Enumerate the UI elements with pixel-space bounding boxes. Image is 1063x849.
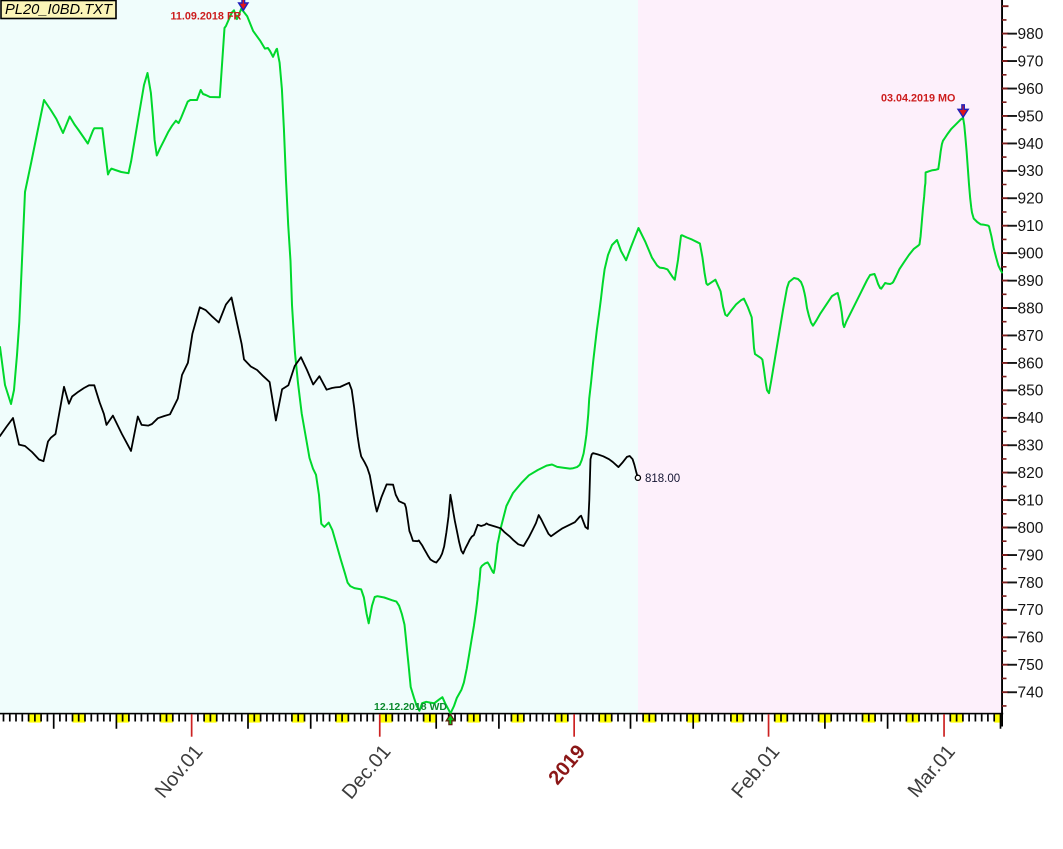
svg-text:810: 810 [1018, 493, 1044, 510]
svg-text:PL20_I0BD.TXT: PL20_I0BD.TXT [5, 2, 113, 18]
svg-text:760: 760 [1018, 630, 1044, 647]
svg-text:750: 750 [1018, 657, 1044, 674]
svg-text:930: 930 [1018, 163, 1044, 180]
svg-text:910: 910 [1018, 218, 1044, 235]
svg-text:960: 960 [1018, 81, 1044, 98]
svg-text:818.00: 818.00 [645, 473, 680, 485]
svg-text:900: 900 [1018, 246, 1044, 263]
svg-text:800: 800 [1018, 520, 1044, 537]
svg-text:740: 740 [1018, 685, 1044, 702]
svg-text:880: 880 [1018, 300, 1044, 317]
svg-text:840: 840 [1018, 410, 1044, 427]
svg-text:12.12.2018 WD: 12.12.2018 WD [374, 701, 447, 713]
svg-text:870: 870 [1018, 328, 1044, 345]
svg-text:860: 860 [1018, 355, 1044, 372]
svg-text:790: 790 [1018, 547, 1044, 564]
svg-text:780: 780 [1018, 575, 1044, 592]
svg-text:980: 980 [1018, 26, 1044, 43]
svg-text:970: 970 [1018, 53, 1044, 70]
svg-text:850: 850 [1018, 383, 1044, 400]
svg-text:11.09.2018 FR: 11.09.2018 FR [171, 11, 242, 23]
svg-text:770: 770 [1018, 602, 1044, 619]
svg-text:920: 920 [1018, 191, 1044, 208]
svg-text:830: 830 [1018, 438, 1044, 455]
svg-text:03.04.2019 MO: 03.04.2019 MO [881, 93, 955, 105]
svg-text:890: 890 [1018, 273, 1044, 290]
svg-text:940: 940 [1018, 136, 1044, 153]
svg-text:950: 950 [1018, 108, 1044, 125]
svg-text:820: 820 [1018, 465, 1044, 482]
